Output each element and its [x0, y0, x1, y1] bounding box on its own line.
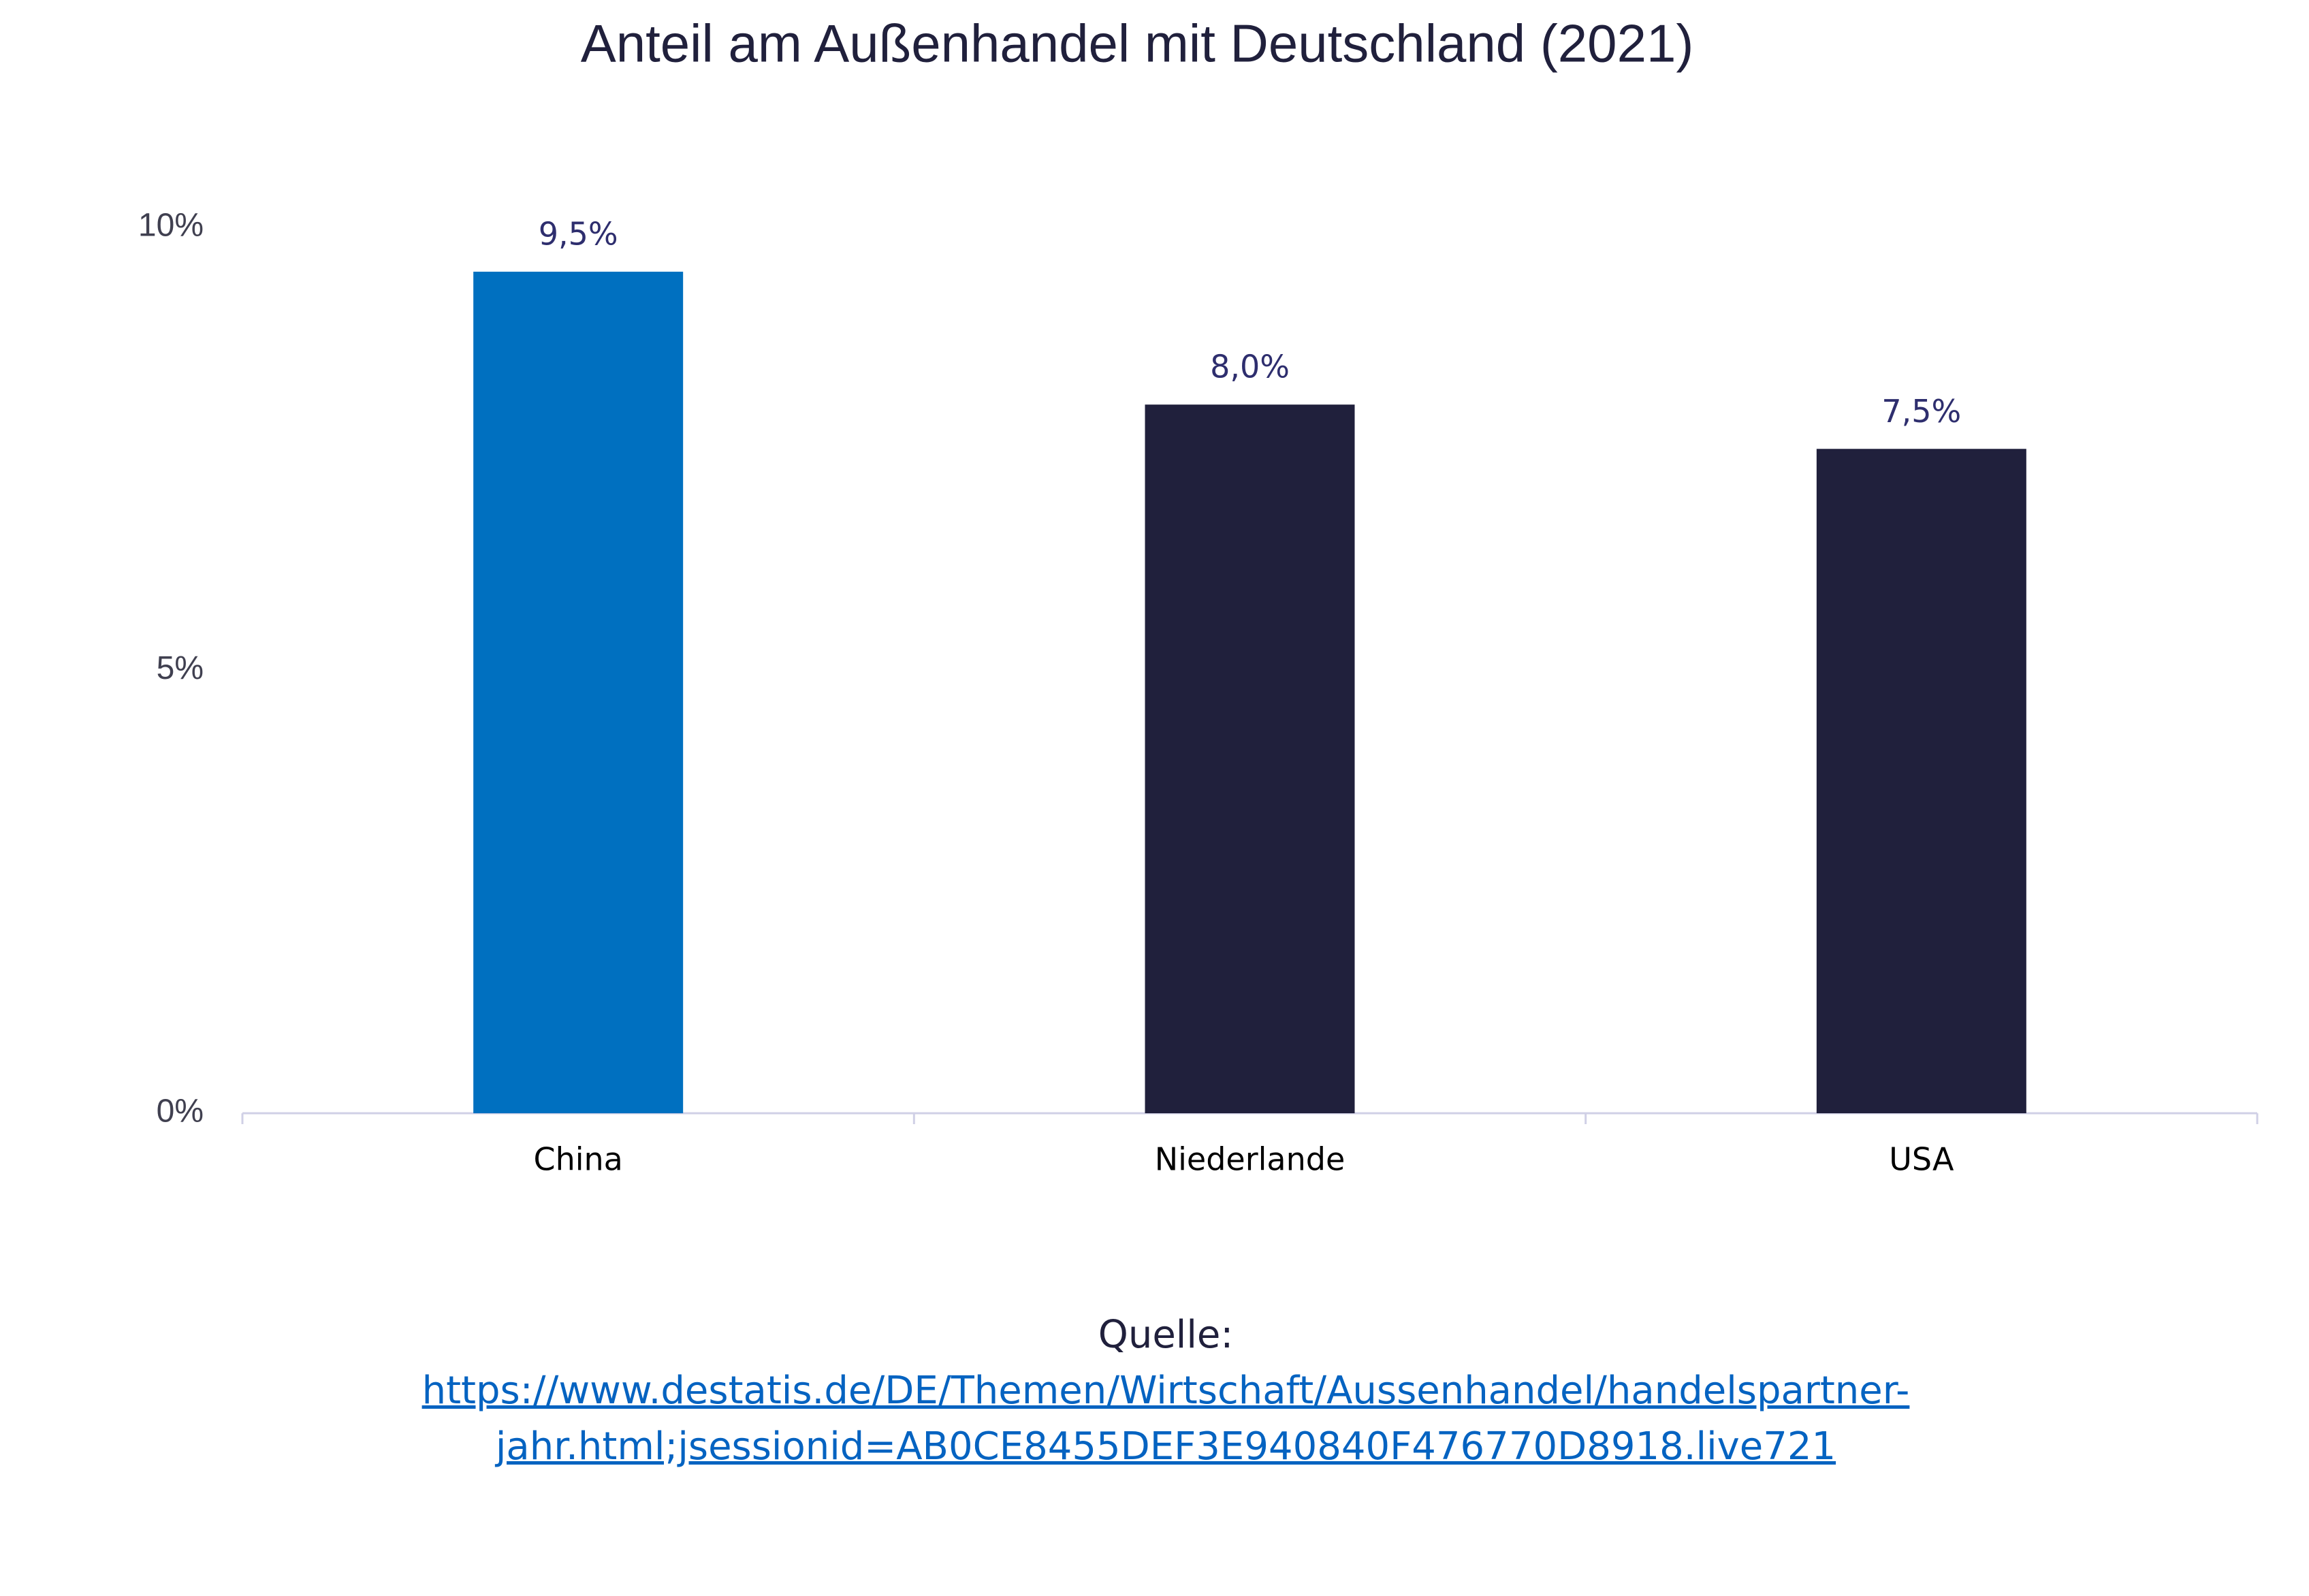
value-label: 8,0% — [1210, 349, 1290, 385]
y-tick-label: 5% — [157, 650, 204, 686]
x-tick-label: Niederlande — [1155, 1141, 1345, 1178]
bar — [1816, 449, 2026, 1113]
chart-title: Anteil am Außenhandel mit Deutschland (2… — [581, 14, 1694, 74]
y-tick-label: 0% — [157, 1094, 204, 1130]
x-tick-label: USA — [1889, 1141, 1954, 1178]
value-label: 7,5% — [1881, 393, 1961, 430]
source-link[interactable]: https://www.destatis.de/DE/Themen/Wirtsc… — [421, 1369, 1910, 1469]
y-tick-label: 10% — [138, 208, 204, 244]
source: Quelle: https://www.destatis.de/DE/Theme… — [349, 1307, 1983, 1475]
chart: Anteil am Außenhandel mit Deutschland (2… — [138, 14, 2259, 1178]
bar — [1145, 404, 1355, 1114]
value-label: 9,5% — [539, 216, 618, 253]
x-tick-label: China — [533, 1141, 622, 1178]
source-label: Quelle: — [1098, 1313, 1234, 1357]
bar — [473, 272, 684, 1113]
